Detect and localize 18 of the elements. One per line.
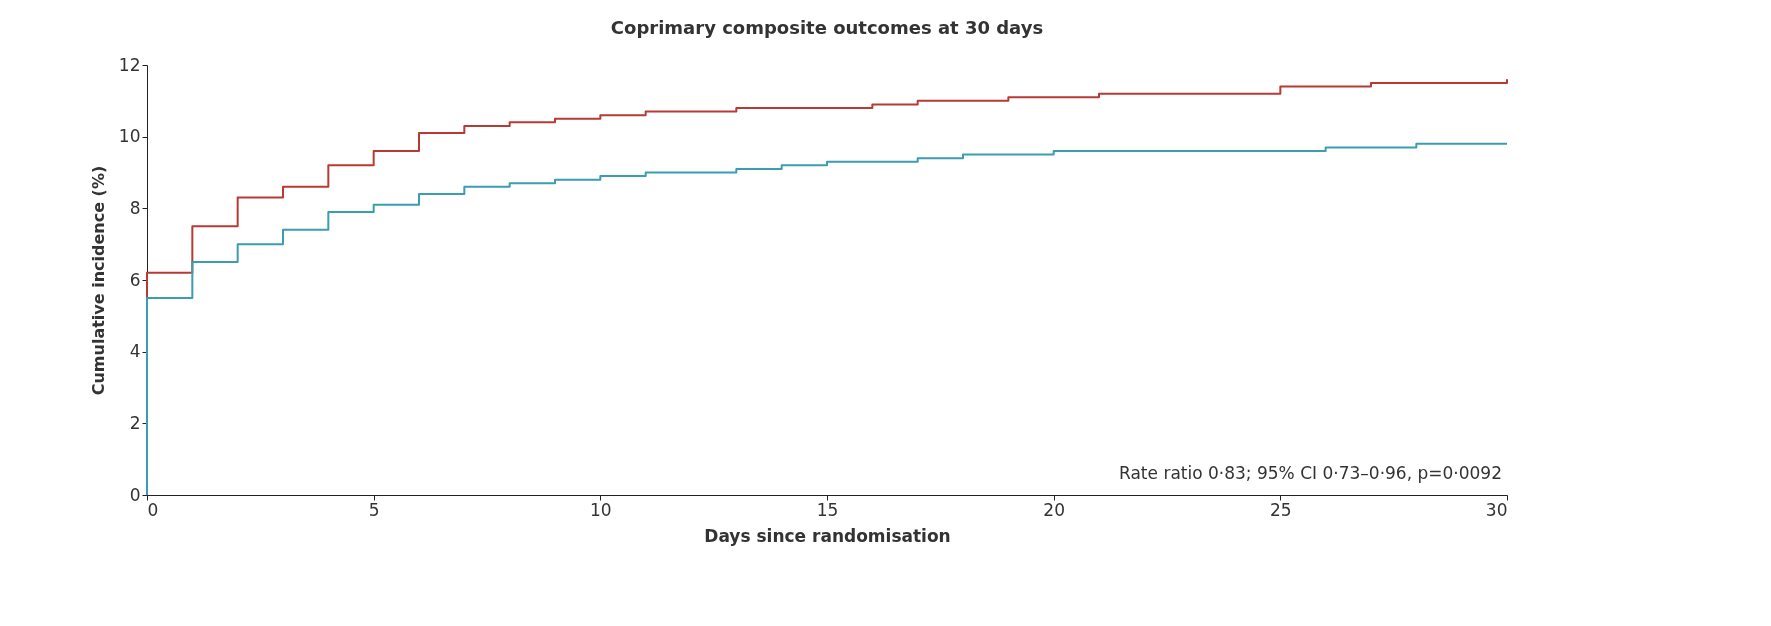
y-tick-label: 8 (129, 197, 141, 218)
y-axis-title: Cumulative incidence (%) (88, 165, 108, 396)
y-tick-label: 10 (118, 126, 141, 147)
x-tick-label: 5 (368, 499, 380, 520)
x-tick-label: 0 (147, 499, 159, 520)
x-tick-label: 20 (1043, 499, 1065, 520)
x-tick-label: 10 (590, 499, 612, 520)
y-tick-label: 0 (129, 484, 141, 505)
chart-title: Coprimary composite outcomes at 30 days (610, 17, 1044, 38)
annotation: Rate ratio 0·83; 95% CI 0·73–0·96, p=0·0092 (1119, 463, 1502, 483)
x-axis-title: Days since randomisation (704, 525, 951, 546)
y-tick-label: 4 (129, 341, 141, 362)
y-tick-label: 2 (129, 412, 141, 433)
x-tick-label: 30 (1485, 499, 1508, 520)
y-tick-label: 12 (118, 54, 141, 75)
y-tick-label: 6 (129, 269, 141, 290)
x-tick-label: 25 (1270, 499, 1292, 520)
x-tick-label: 15 (816, 499, 839, 520)
